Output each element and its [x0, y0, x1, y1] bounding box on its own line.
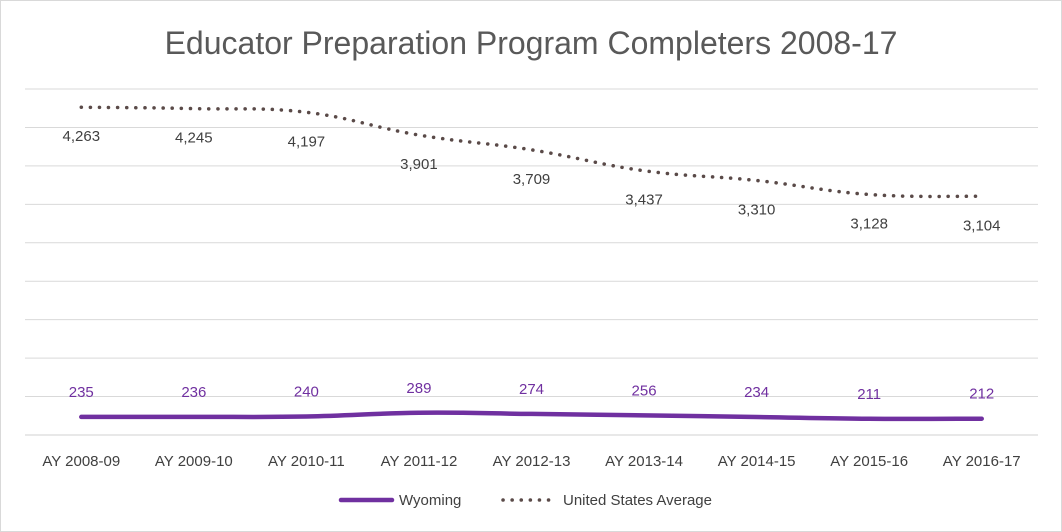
data-point-wyoming	[304, 415, 308, 419]
x-tick-label: AY 2016-17	[943, 453, 1021, 470]
legend-label-wyoming: Wyoming	[399, 492, 461, 509]
x-tick-label: AY 2013-14	[605, 453, 683, 470]
data-label-us-average: 3,901	[400, 156, 438, 173]
data-point-wyoming	[755, 415, 759, 419]
data-point-wyoming	[192, 415, 196, 419]
x-tick-label: AY 2008-09	[42, 453, 120, 470]
data-label-us-average: 3,709	[513, 171, 551, 188]
chart-title: Educator Preparation Program Completers …	[165, 25, 898, 61]
data-labels: 235 236 240 289 274 256 234 211 212 4,263 4,245 4,1…	[63, 128, 1001, 403]
x-tick-label: AY 2015-16	[830, 453, 908, 470]
series-lines	[79, 105, 984, 422]
data-label-wyoming: 240	[294, 384, 319, 401]
data-point-us-average	[79, 105, 83, 109]
data-label-wyoming: 212	[969, 386, 994, 403]
legend-label-us-average: United States Average	[563, 492, 712, 509]
data-label-wyoming: 236	[181, 384, 206, 401]
data-label-us-average: 3,128	[850, 215, 888, 232]
x-tick-label: AY 2010-11	[268, 453, 345, 470]
data-label-us-average: 3,437	[625, 192, 663, 209]
data-point-us-average	[867, 192, 871, 196]
data-label-us-average: 4,197	[288, 133, 326, 150]
data-point-us-average	[530, 148, 534, 152]
data-point-us-average	[192, 107, 196, 111]
series-line-us-average	[79, 105, 984, 199]
data-label-wyoming: 211	[857, 386, 881, 403]
data-point-wyoming	[980, 417, 984, 421]
data-label-wyoming: 289	[406, 380, 431, 397]
data-point-us-average	[755, 178, 759, 182]
data-label-us-average: 3,104	[963, 217, 1001, 234]
data-point-wyoming	[79, 415, 83, 419]
data-point-wyoming	[642, 413, 646, 417]
x-tick-label: AY 2012-13	[493, 453, 571, 470]
data-point-wyoming	[417, 411, 421, 415]
data-point-us-average	[417, 133, 421, 137]
x-tick-label: AY 2011-12	[381, 453, 458, 470]
data-point-us-average	[304, 110, 308, 114]
data-label-us-average: 4,245	[175, 130, 213, 147]
series-line-wyoming	[79, 410, 984, 422]
data-point-us-average	[642, 169, 646, 173]
data-label-wyoming: 235	[69, 384, 94, 401]
data-label-wyoming: 256	[632, 382, 657, 399]
data-label-wyoming: 274	[519, 381, 544, 398]
data-point-us-average	[980, 194, 984, 198]
legend: Wyoming United States Average	[338, 492, 712, 509]
gridlines	[25, 88, 1038, 436]
data-label-us-average: 4,263	[63, 128, 101, 145]
data-label-wyoming: 234	[744, 384, 769, 401]
x-axis-tick-labels: AY 2008-09 AY 2009-10 AY 2010-11 AY 2011-12…	[42, 453, 1020, 470]
x-tick-label: AY 2009-10	[155, 453, 233, 470]
x-tick-label: AY 2014-15	[718, 453, 796, 470]
data-point-wyoming	[530, 412, 534, 416]
data-point-wyoming	[867, 417, 871, 421]
data-label-us-average: 3,310	[738, 201, 776, 218]
